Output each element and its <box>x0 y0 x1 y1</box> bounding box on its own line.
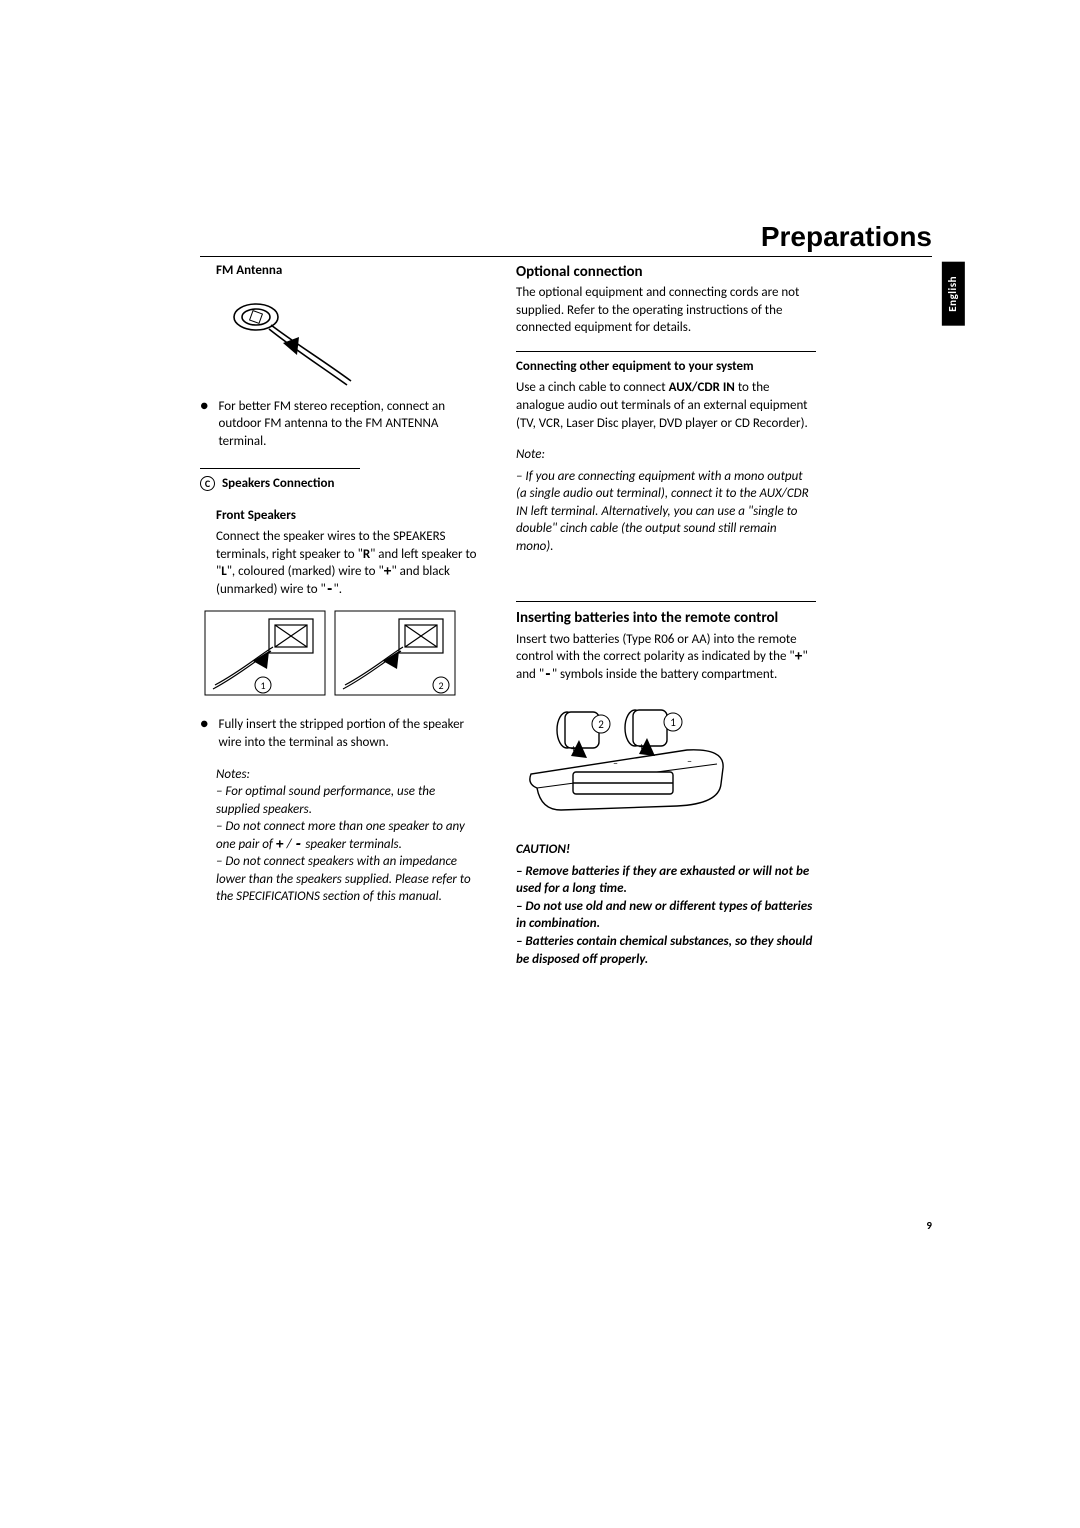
note-1: – For optimal sound performance, use the… <box>216 783 480 818</box>
note-body: – If you are connecting equipment with a… <box>516 468 816 556</box>
speakers-heading-row: C Speakers Connection <box>200 475 480 493</box>
svg-text:2: 2 <box>598 718 604 731</box>
notes-block: Notes: – For optimal sound performance, … <box>216 766 480 906</box>
note-label: Note: <box>516 446 816 464</box>
page-number: 9 <box>926 1219 932 1234</box>
notes-label: Notes: <box>216 766 480 784</box>
section-letter-c: C <box>200 476 215 491</box>
batteries-para: Insert two batteries (Type R06 or AA) in… <box>516 631 816 684</box>
caution-2: – Do not use old and new or different ty… <box>516 898 816 933</box>
page-title: Preparations <box>761 218 932 256</box>
remote-batteries-figure: 2 1 + + – – <box>516 691 816 823</box>
front-speakers-text: Connect the speaker wires to the SPEAKER… <box>216 528 480 598</box>
content-columns: FM Antenna ● For better FM stereo recept… <box>200 262 940 968</box>
svg-text:1: 1 <box>260 679 265 692</box>
caution-3: – Batteries contain chemical substances,… <box>516 933 816 968</box>
right-column: Optional connection The optional equipme… <box>516 262 816 968</box>
svg-text:–: – <box>613 756 618 769</box>
optional-connection-para: The optional equipment and connecting co… <box>516 284 816 337</box>
caution-block: – Remove batteries if they are exhausted… <box>516 863 816 968</box>
speakers-heading: Speakers Connection <box>222 476 334 491</box>
language-tab: English <box>942 262 965 326</box>
svg-text:+: + <box>639 740 644 753</box>
title-rule <box>200 256 932 257</box>
batteries-heading: Inserting batteries into the remote cont… <box>516 608 816 628</box>
bullet-icon: ● <box>200 398 208 455</box>
svg-text:1: 1 <box>670 716 676 729</box>
speaker-wire-figure: 1 2 <box>200 606 480 708</box>
caution-1: – Remove batteries if they are exhausted… <box>516 863 816 898</box>
left-column: FM Antenna ● For better FM stereo recept… <box>200 262 480 968</box>
divider <box>516 601 816 602</box>
divider <box>200 468 360 469</box>
fm-bullet-text: For better FM stereo reception, connect … <box>218 398 480 451</box>
divider <box>516 351 816 352</box>
fm-antenna-heading: FM Antenna <box>216 262 480 280</box>
optional-connection-heading: Optional connection <box>516 262 816 282</box>
svg-text:+: + <box>571 742 576 755</box>
svg-text:–: – <box>687 754 692 767</box>
fm-antenna-figure <box>200 288 480 390</box>
connecting-equipment-para: Use a cinch cable to connect AUX/CDR IN … <box>516 379 816 432</box>
note-3: – Do not connect speakers with an impeda… <box>216 853 480 906</box>
fm-bullet-row: ● For better FM stereo reception, connec… <box>200 398 480 455</box>
svg-text:2: 2 <box>438 679 443 692</box>
speaker-bullet-text: Fully insert the stripped portion of the… <box>218 716 480 751</box>
note-2: – Do not connect more than one speaker t… <box>216 818 480 853</box>
speaker-bullet-row: ● Fully insert the stripped portion of t… <box>200 716 480 755</box>
bullet-icon: ● <box>200 716 208 755</box>
connecting-equipment-heading: Connecting other equipment to your syste… <box>516 358 816 376</box>
front-speakers-heading: Front Speakers <box>216 507 480 525</box>
caution-label: CAUTION! <box>516 841 816 859</box>
